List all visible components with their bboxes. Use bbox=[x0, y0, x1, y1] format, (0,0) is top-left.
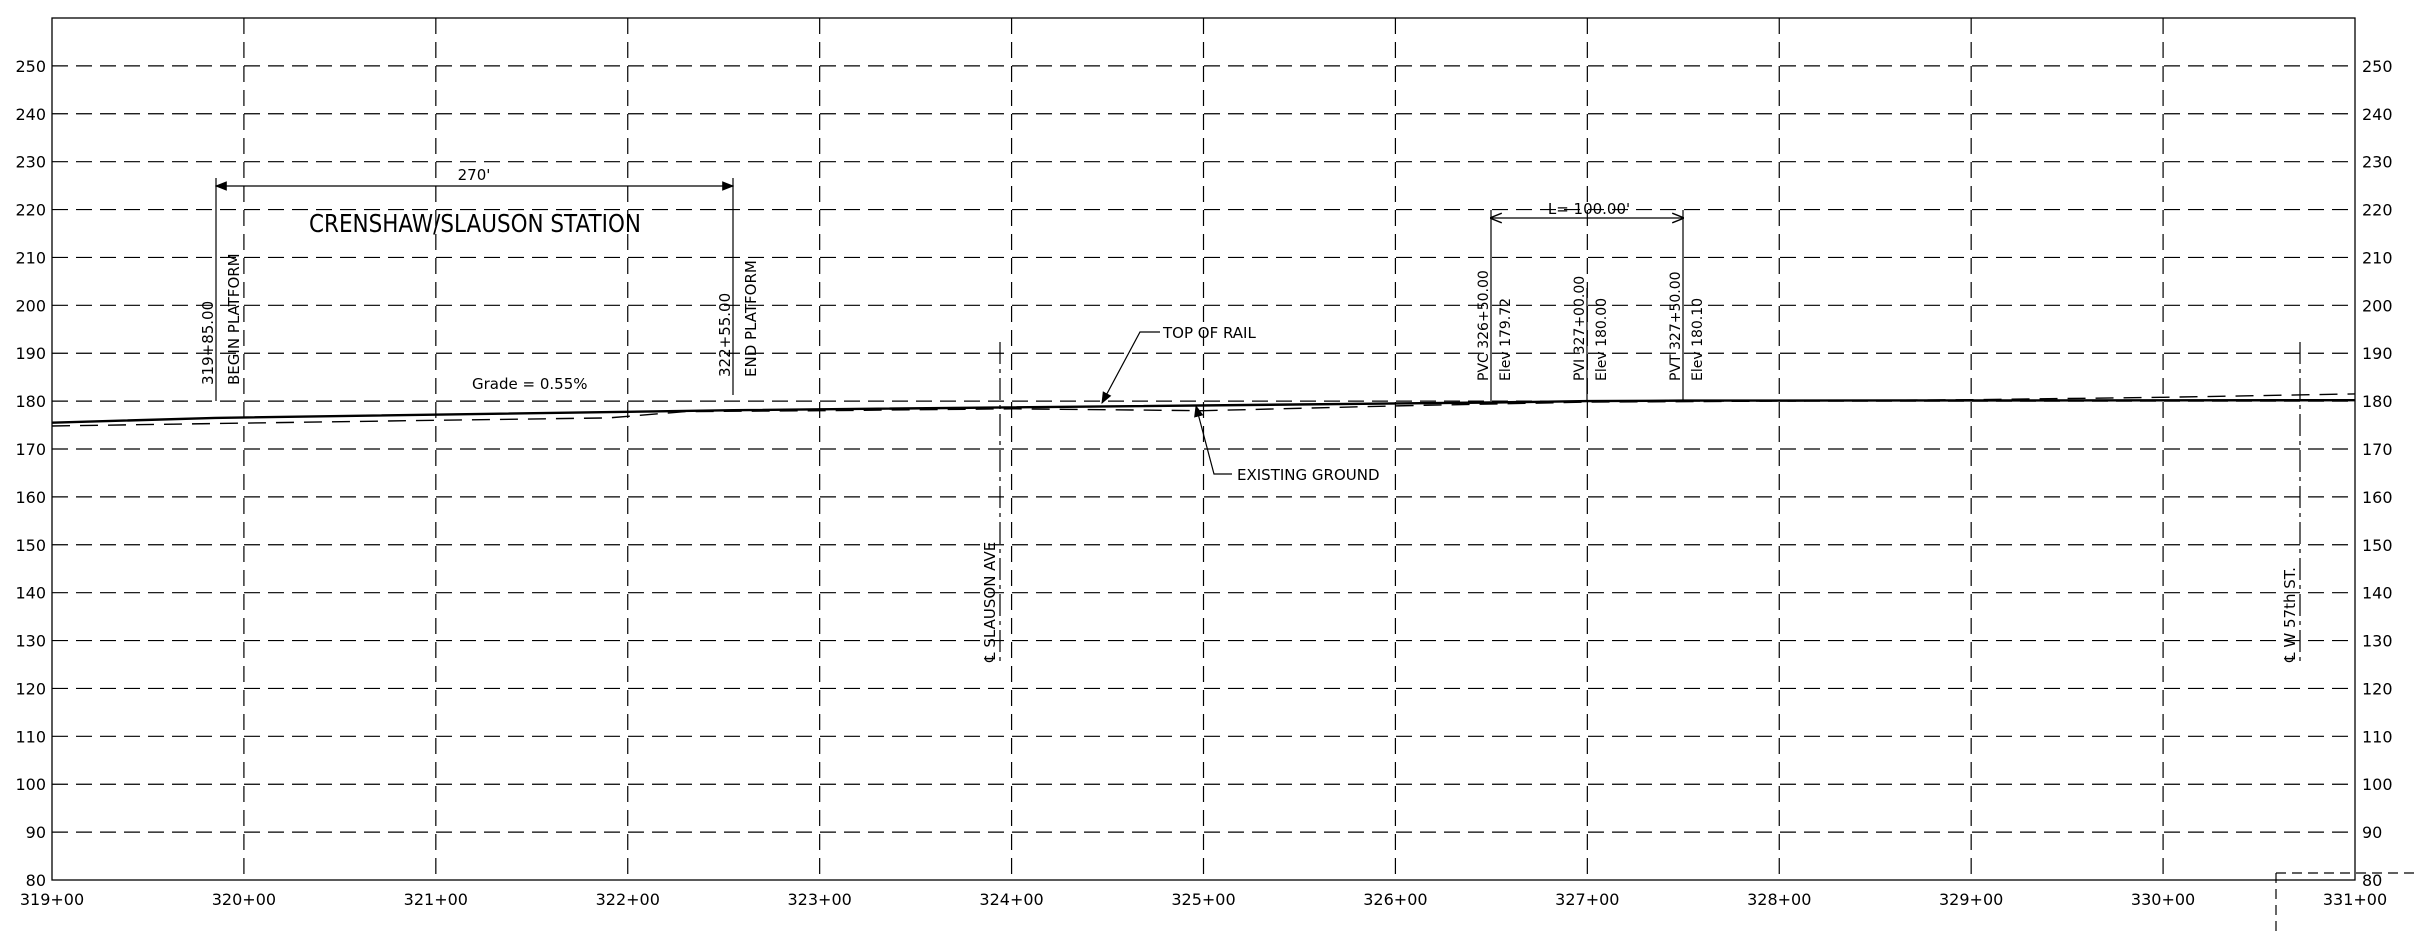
y-tick-label-left: 140 bbox=[15, 584, 46, 603]
x-tick-label: 329+00 bbox=[1939, 890, 2003, 909]
x-tick-label: 326+00 bbox=[1363, 890, 1427, 909]
y-tick-label-left: 200 bbox=[15, 296, 46, 315]
w57th-st-label: ℄ W 57th ST. bbox=[2281, 567, 2299, 663]
vertical-gridlines bbox=[243, 18, 2164, 880]
y-tick-label-left: 150 bbox=[15, 536, 46, 555]
y-tick-label-right: 100 bbox=[2362, 775, 2393, 794]
y-tick-label-right: 140 bbox=[2362, 584, 2393, 603]
y-tick-label-left: 180 bbox=[15, 392, 46, 411]
y-tick-label-left: 120 bbox=[15, 679, 46, 698]
y-tick-label-left: 100 bbox=[15, 775, 46, 794]
sheet-border-fragment bbox=[2275, 872, 2416, 931]
x-tick-label: 323+00 bbox=[788, 890, 852, 909]
y-tick-label-right: 150 bbox=[2362, 536, 2393, 555]
y-tick-label-left: 90 bbox=[26, 823, 46, 842]
pvc-elevation: Elev 179.72 bbox=[1498, 298, 1514, 381]
y-tick-label-right: 240 bbox=[2362, 105, 2393, 124]
x-tick-label: 319+00 bbox=[20, 890, 84, 909]
x-tick-label: 322+00 bbox=[596, 890, 660, 909]
y-tick-label-right: 210 bbox=[2362, 248, 2393, 267]
existing-ground-label: EXISTING GROUND bbox=[1237, 466, 1380, 484]
y-axis-labels-left: 80 90 100 110 120 130 140 150 160 170 180 190 200 210… bbox=[15, 57, 46, 890]
x-tick-label: 331+00 bbox=[2323, 890, 2387, 909]
begin-platform-station: 319+85.00 bbox=[199, 301, 217, 385]
grade-label: Grade = 0.55% bbox=[472, 375, 588, 393]
y-tick-label-right: 190 bbox=[2362, 344, 2393, 363]
vertical-curve-annotation: L= 100.00' PVC 326+50.00 Elev 179.72 PVI… bbox=[1476, 200, 1706, 401]
y-tick-label-left: 240 bbox=[15, 105, 46, 124]
y-tick-label-right: 230 bbox=[2362, 153, 2393, 172]
vertical-curve-length-label: L= 100.00' bbox=[1548, 200, 1630, 218]
y-tick-label-right: 160 bbox=[2362, 488, 2393, 507]
x-tick-label: 324+00 bbox=[979, 890, 1043, 909]
pvt-elevation: Elev 180.10 bbox=[1690, 298, 1706, 381]
y-tick-label-right: 90 bbox=[2362, 823, 2382, 842]
y-tick-label-right: 80 bbox=[2362, 871, 2382, 890]
y-tick-label-left: 190 bbox=[15, 344, 46, 363]
pvi-elevation: Elev 180.00 bbox=[1594, 298, 1610, 381]
x-tick-label: 320+00 bbox=[212, 890, 276, 909]
y-tick-label-left: 160 bbox=[15, 488, 46, 507]
station-name: CRENSHAW/SLAUSON STATION bbox=[309, 209, 641, 238]
x-tick-label: 321+00 bbox=[404, 890, 468, 909]
x-tick-label: 325+00 bbox=[1171, 890, 1235, 909]
top-of-rail-callout: TOP OF RAIL bbox=[1101, 324, 1256, 405]
y-tick-label-right: 220 bbox=[2362, 201, 2393, 220]
y-tick-label-left: 130 bbox=[15, 632, 46, 651]
end-platform-station: 322+55.00 bbox=[716, 293, 734, 377]
y-tick-label-right: 250 bbox=[2362, 57, 2393, 76]
y-tick-label-right: 130 bbox=[2362, 632, 2393, 651]
x-tick-label: 330+00 bbox=[2131, 890, 2195, 909]
y-tick-label-left: 110 bbox=[15, 727, 46, 746]
y-tick-label-right: 180 bbox=[2362, 392, 2393, 411]
y-tick-label-left: 230 bbox=[15, 153, 46, 172]
end-platform-label: END PLATFORM bbox=[742, 260, 760, 377]
pvt-station: PVT 327+50.00 bbox=[1668, 271, 1684, 381]
y-tick-label-left: 250 bbox=[15, 57, 46, 76]
y-tick-label-left: 220 bbox=[15, 201, 46, 220]
y-tick-label-right: 200 bbox=[2362, 296, 2393, 315]
top-of-rail-label: TOP OF RAIL bbox=[1162, 324, 1256, 342]
x-tick-label: 328+00 bbox=[1747, 890, 1811, 909]
slauson-ave-label: ℄ SLAUSON AVE bbox=[981, 542, 999, 663]
y-tick-label-right: 170 bbox=[2362, 440, 2393, 459]
platform-length-label: 270' bbox=[458, 166, 491, 184]
begin-platform-label: BEGIN PLATFORM bbox=[225, 253, 243, 385]
existing-ground-callout: EXISTING GROUND bbox=[1194, 404, 1380, 484]
plot-frame bbox=[51, 17, 2356, 881]
y-tick-label-left: 80 bbox=[26, 871, 46, 890]
y-tick-label-right: 120 bbox=[2362, 679, 2393, 698]
y-tick-label-left: 210 bbox=[15, 248, 46, 267]
x-tick-label: 327+00 bbox=[1555, 890, 1619, 909]
y-tick-label-right: 110 bbox=[2362, 727, 2393, 746]
y-tick-label-left: 170 bbox=[15, 440, 46, 459]
x-axis-labels: 319+00 320+00 321+00 322+00 323+00 324+00 325+… bbox=[20, 890, 2387, 909]
pvi-station: PVI 327+00.00 bbox=[1572, 276, 1588, 381]
slauson-centerline: ℄ SLAUSON AVE bbox=[981, 342, 1001, 665]
station-platform-annotation: 270' CRENSHAW/SLAUSON STATION 319+85.00 … bbox=[199, 166, 760, 401]
pvc-station: PVC 326+50.00 bbox=[1476, 270, 1492, 381]
y-axis-labels-right: 80 90 100 110 120 130 140 150 160 170 180 190 200 210… bbox=[2362, 57, 2393, 890]
w57th-centerline: ℄ W 57th ST. bbox=[2281, 342, 2301, 665]
